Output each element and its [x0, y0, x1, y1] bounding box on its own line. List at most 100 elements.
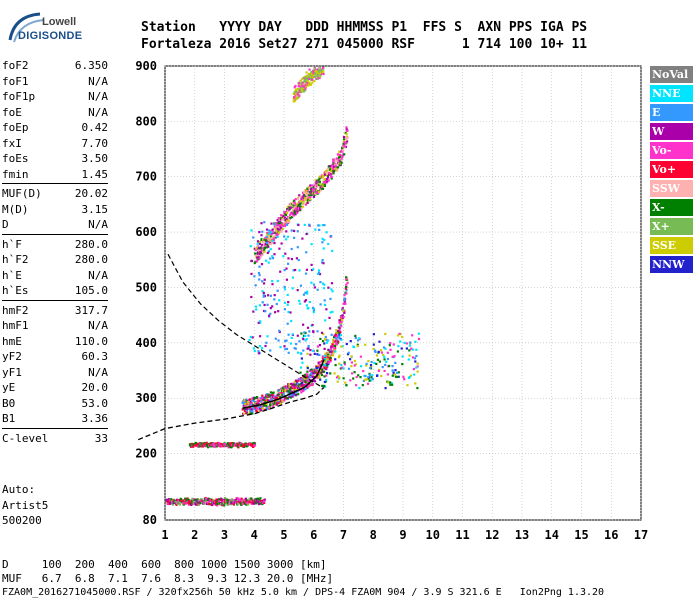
echo-point [260, 250, 263, 253]
echo-point [358, 386, 361, 390]
echo-point [218, 442, 221, 445]
echo-point [244, 403, 247, 406]
x-tick-label: 7 [340, 528, 347, 542]
param-label: MUF(D) [2, 187, 42, 200]
echo-point [311, 78, 314, 81]
param-label: h`F [2, 237, 22, 251]
x-tick-label: 17 [634, 528, 648, 542]
echo-point [334, 336, 337, 339]
echo-point [259, 321, 262, 324]
echo-point [295, 205, 298, 209]
param-row: fxI 7.70 [2, 136, 108, 152]
echo-point [312, 187, 315, 190]
echo-point [333, 348, 336, 351]
echo-point [310, 243, 313, 246]
echo-point [305, 268, 308, 271]
echo-point [285, 238, 288, 241]
echo-point [318, 69, 321, 72]
echo-point [256, 240, 260, 243]
echo-point [305, 304, 308, 307]
echo-point [291, 333, 294, 336]
echo-point [258, 231, 261, 234]
echo-point [190, 501, 193, 504]
echo-point [254, 305, 258, 308]
echo-point [307, 345, 310, 348]
echo-point [181, 499, 184, 502]
echo-point [394, 375, 397, 378]
echo-point [322, 177, 326, 180]
echo-point [333, 347, 336, 350]
echo-point [291, 276, 294, 279]
echo-point [277, 217, 280, 220]
echo-point [252, 347, 255, 350]
echo-point [334, 167, 338, 170]
echo-point [392, 370, 395, 373]
echo-point [293, 380, 296, 383]
echo-point [259, 255, 262, 258]
echo-point [249, 412, 252, 415]
echo-point [263, 309, 266, 313]
echo-point [325, 231, 328, 234]
echo-point [335, 343, 339, 346]
param-label: hmF2 [2, 303, 29, 317]
echo-point [266, 335, 269, 338]
echo-point [258, 241, 261, 244]
echo-point [345, 283, 348, 286]
echo-point [249, 245, 252, 248]
param-label: foE [2, 105, 22, 119]
echo-point [253, 247, 256, 250]
echo-point [298, 302, 302, 305]
echo-point [289, 391, 292, 394]
echo-point [326, 362, 329, 365]
plot-frame [164, 65, 642, 521]
echo-point [400, 347, 403, 350]
echo-point [272, 391, 275, 394]
echo-point [223, 497, 226, 500]
echo-point [299, 199, 302, 203]
echo-point [216, 443, 219, 446]
x-tick-label: 1 [161, 528, 168, 542]
echo-point [288, 383, 291, 386]
param-row: h`Es 105.0 [2, 283, 108, 299]
echo-point [269, 235, 273, 238]
echo-point [215, 501, 218, 504]
echo-point [206, 498, 209, 501]
echo-point [266, 397, 269, 400]
echo-point [318, 175, 321, 178]
echo-point [269, 257, 272, 260]
echo-point [268, 237, 271, 240]
echo-point [261, 247, 264, 250]
echo-point [417, 337, 421, 341]
echo-point [178, 501, 181, 504]
echo-point [364, 343, 367, 346]
echo-point [276, 227, 279, 230]
echo-point [258, 246, 261, 249]
echo-point [267, 400, 271, 403]
echo-point [356, 343, 359, 346]
param-value: 280.0 [74, 253, 108, 266]
echo-point [386, 351, 389, 354]
echo-point [260, 404, 263, 407]
echo-point [287, 219, 290, 222]
legend-item: W [650, 123, 693, 140]
echo-point [321, 368, 324, 371]
echo-point [266, 303, 269, 306]
echo-point [310, 70, 313, 73]
echo-point [321, 70, 324, 73]
echo-point [401, 363, 404, 366]
echo-point [391, 355, 394, 358]
echo-point [300, 332, 303, 335]
echo-point [323, 347, 326, 350]
echo-point [330, 348, 333, 351]
echo-point [396, 375, 399, 378]
echo-point [245, 407, 248, 410]
echo-point [297, 85, 300, 88]
param-label: yF2 [2, 350, 22, 363]
echo-point [391, 365, 394, 368]
echo-point [376, 358, 379, 361]
echo-point [343, 138, 346, 141]
echo-point [338, 156, 341, 159]
y-tick-label: 900 [135, 59, 157, 73]
echo-point [405, 347, 408, 350]
